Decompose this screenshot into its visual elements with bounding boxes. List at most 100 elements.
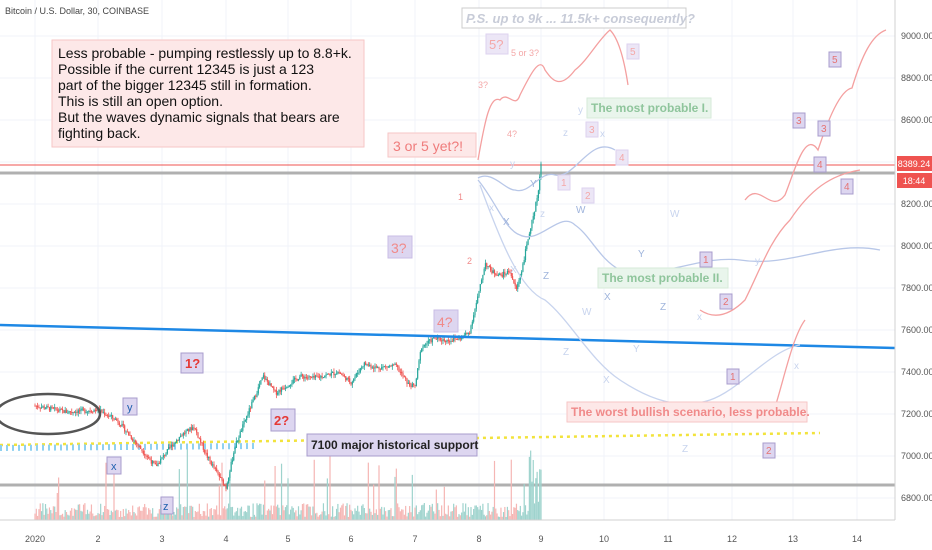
candle-body	[518, 280, 520, 284]
candle-body	[193, 427, 195, 429]
candle-body	[386, 366, 388, 368]
candle-body	[389, 365, 391, 367]
projection-blue-1	[477, 146, 616, 192]
volume-bar	[439, 516, 441, 520]
candle-body	[165, 453, 167, 456]
candle-body	[415, 378, 417, 387]
wave-label-5[interactable]: 5?	[485, 33, 509, 55]
volume-bar	[88, 513, 90, 520]
candle-body	[355, 373, 357, 377]
volume-bar	[134, 513, 136, 520]
candle-body	[145, 455, 147, 457]
most-probable-2-note[interactable]: The most probable II.	[597, 267, 729, 289]
candle-body	[427, 340, 429, 344]
volume-bar	[430, 506, 432, 520]
volume-bar	[129, 512, 131, 520]
candle-body	[218, 473, 220, 477]
volume-bar	[75, 509, 77, 520]
wave-label-2[interactable]: 2?	[270, 408, 296, 432]
candle-body	[129, 434, 131, 436]
volume-bar	[375, 509, 377, 520]
volume-bar	[204, 511, 206, 520]
most-probable-1-note[interactable]: The most probable I.	[586, 97, 712, 119]
candle-body	[162, 455, 164, 458]
volume-bar	[483, 514, 485, 520]
three-or-five-text: 3 or 5 yet?!	[393, 138, 463, 154]
candle-body	[491, 270, 493, 274]
top-note[interactable]: P.S. up to 9k ... 11.5k+ consequently?	[461, 7, 695, 29]
volume-bar	[382, 514, 384, 520]
candle-body	[116, 418, 118, 421]
volume-bar	[487, 503, 489, 520]
candle-body	[137, 444, 139, 446]
volume-bar	[293, 512, 296, 520]
volume-bar	[77, 504, 79, 520]
candle-body	[504, 271, 506, 275]
wave-label-x[interactable]: x	[106, 456, 122, 475]
svg-text:5: 5	[630, 47, 636, 58]
worst-bullish-note[interactable]: The worst bullish scenario, less probabl…	[566, 401, 810, 423]
three-or-five-note[interactable]: 3 or 5 yet?!	[387, 132, 477, 158]
candle-body	[90, 411, 93, 413]
candle-body	[118, 422, 120, 426]
candle-body	[539, 176, 541, 191]
volume-bar	[385, 511, 387, 520]
consolidation-ellipse	[0, 392, 102, 436]
volume-bar	[76, 510, 78, 520]
wave-label-3[interactable]: 3?	[387, 235, 413, 259]
candle-body	[326, 373, 328, 375]
volume-bar	[413, 516, 415, 520]
volume-bar	[54, 506, 56, 520]
candle-body	[197, 432, 199, 438]
support-note[interactable]: 7100 major historical support	[306, 433, 478, 457]
candle-body	[275, 390, 277, 395]
main-note[interactable]: Less probable - pumping restlessly up to…	[51, 39, 365, 148]
trend-line[interactable]	[0, 323, 896, 350]
candle-body	[93, 410, 95, 413]
candle-body	[401, 371, 403, 374]
volume-bar	[398, 507, 400, 520]
candle-body	[479, 284, 481, 291]
candle-body	[483, 268, 485, 275]
candle-body	[431, 338, 433, 343]
volume-bar	[65, 512, 68, 520]
candle-body	[482, 274, 484, 281]
wave-label-1[interactable]: 1?	[180, 352, 204, 374]
volume-bar	[305, 504, 307, 520]
candle-body	[358, 372, 360, 374]
volume-bar	[470, 507, 472, 520]
volume-bar	[486, 515, 488, 520]
candle-body	[354, 376, 356, 379]
volume-bar	[453, 503, 455, 520]
candle-body	[451, 340, 453, 342]
main-note-line-2: Possible if the current 12345 is just a …	[58, 61, 314, 77]
candle-body	[280, 387, 283, 392]
price-axis[interactable]: 9000.008800.008600.008400.008200.008000.…	[894, 0, 932, 520]
svg-text:z: z	[163, 501, 169, 513]
candle-body	[240, 430, 243, 432]
candle-body	[82, 408, 85, 410]
candle-body	[230, 461, 232, 472]
volume-bar	[373, 484, 375, 520]
volume-bar	[431, 503, 433, 520]
candle-body	[46, 406, 48, 409]
volume-bar	[474, 505, 476, 520]
candle-body	[173, 443, 175, 447]
candle-body	[186, 428, 188, 431]
volume-bar	[530, 450, 532, 520]
volume-bar	[347, 516, 349, 520]
candle-body	[446, 339, 448, 343]
candle-body	[238, 437, 240, 441]
volume-bar	[142, 507, 144, 520]
wave-label-4[interactable]: 4?	[433, 309, 459, 333]
time-axis[interactable]: 2020 2 3 4 5 6 7 8 9 10 11 12 13 14	[0, 519, 895, 544]
volume-bar	[234, 512, 236, 520]
volume-bar	[81, 511, 83, 520]
candle-body	[47, 406, 49, 408]
wave-label-z[interactable]: z	[160, 496, 174, 515]
volume-bar	[297, 506, 300, 520]
wave-label-y[interactable]: y	[122, 397, 138, 416]
candle-body	[84, 409, 86, 413]
volume-bar	[332, 506, 334, 520]
